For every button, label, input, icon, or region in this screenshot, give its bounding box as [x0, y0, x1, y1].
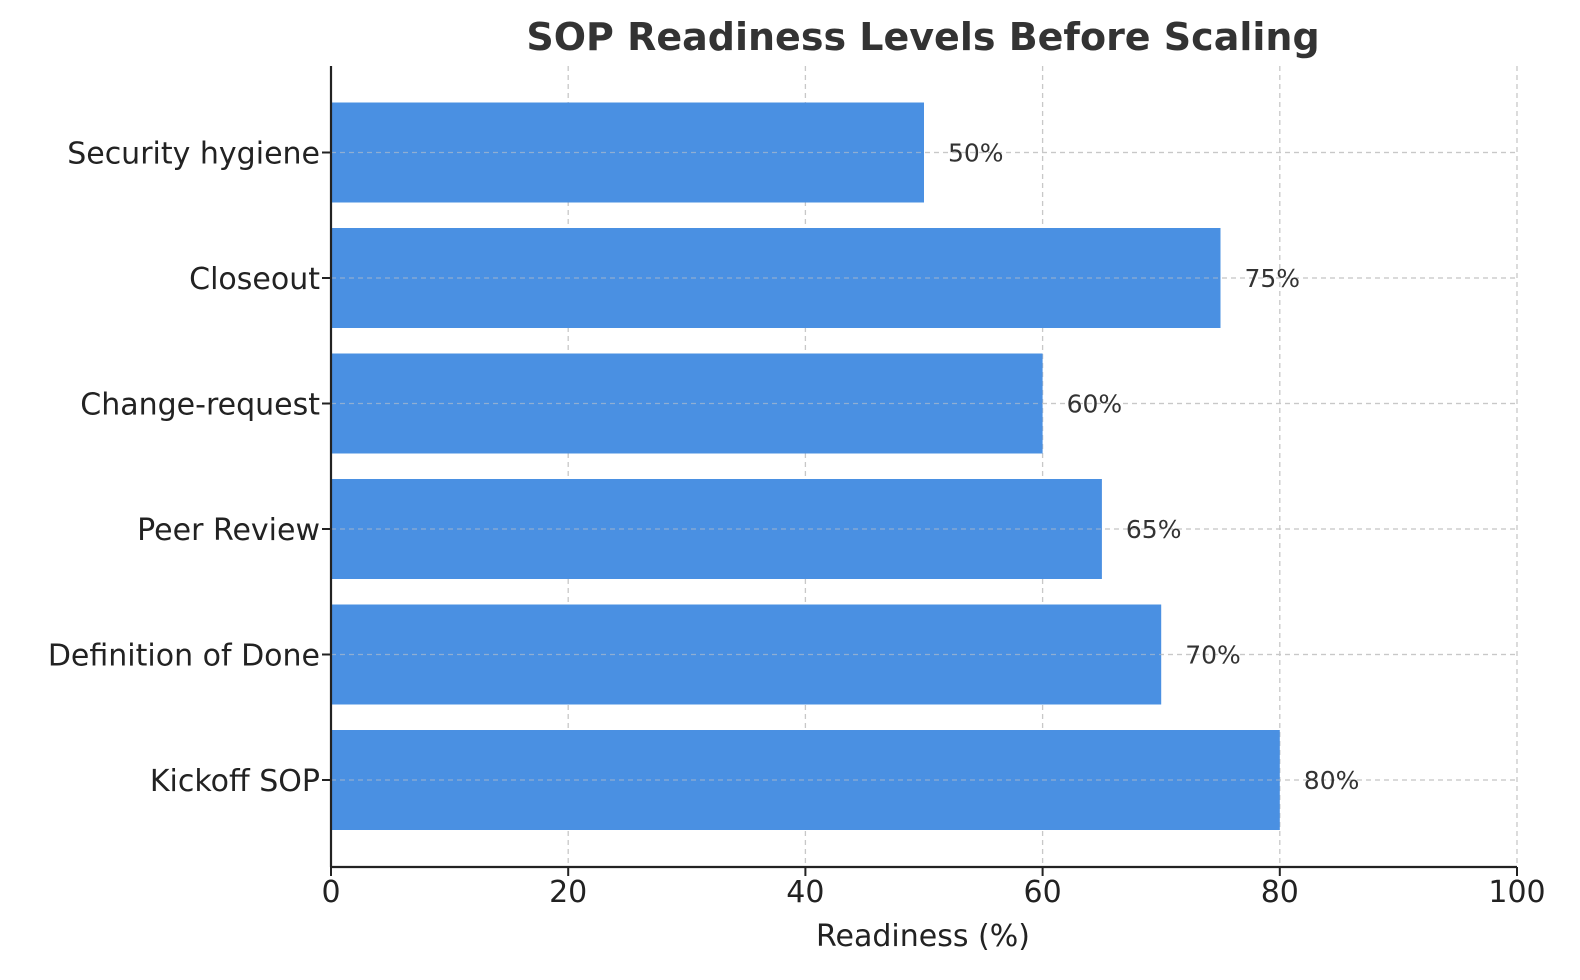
x-tick-label: 0: [321, 875, 340, 910]
labels-layer: 80% 70% 65% 60% 75% 50% Kickoff SOP Definition …: [48, 137, 1546, 911]
x-tick-label: 40: [786, 875, 824, 910]
ticks-layer: [322, 151, 1518, 876]
data-label: 80%: [1304, 766, 1360, 795]
y-tick-label: Security hygiene: [67, 137, 320, 172]
bar-peer-review: [331, 479, 1102, 579]
y-tick-label: Change-request: [80, 388, 320, 423]
axes-layer: [329, 66, 1517, 869]
data-label: 70%: [1185, 641, 1241, 670]
bar-kickoff-sop: [331, 730, 1280, 830]
x-axis-title: Readiness (%): [816, 919, 1030, 954]
bar-security-hygiene: [331, 102, 924, 203]
data-label: 60%: [1067, 390, 1123, 419]
data-label: 75%: [1245, 264, 1301, 293]
x-tick-label: 100: [1488, 875, 1545, 910]
data-label: 65%: [1126, 515, 1182, 544]
y-tick-label: Closeout: [189, 262, 320, 297]
data-label: 50%: [948, 139, 1004, 168]
y-tick-label: Definition of Done: [48, 639, 320, 674]
x-tick-label: 80: [1261, 875, 1299, 910]
chart-title: SOP Readiness Levels Before Scaling: [526, 15, 1319, 59]
x-tick-label: 20: [549, 875, 587, 910]
x-tick-label: 60: [1024, 875, 1062, 910]
y-tick-label: Kickoff SOP: [150, 764, 320, 799]
y-tick-label: Peer Review: [137, 513, 320, 548]
